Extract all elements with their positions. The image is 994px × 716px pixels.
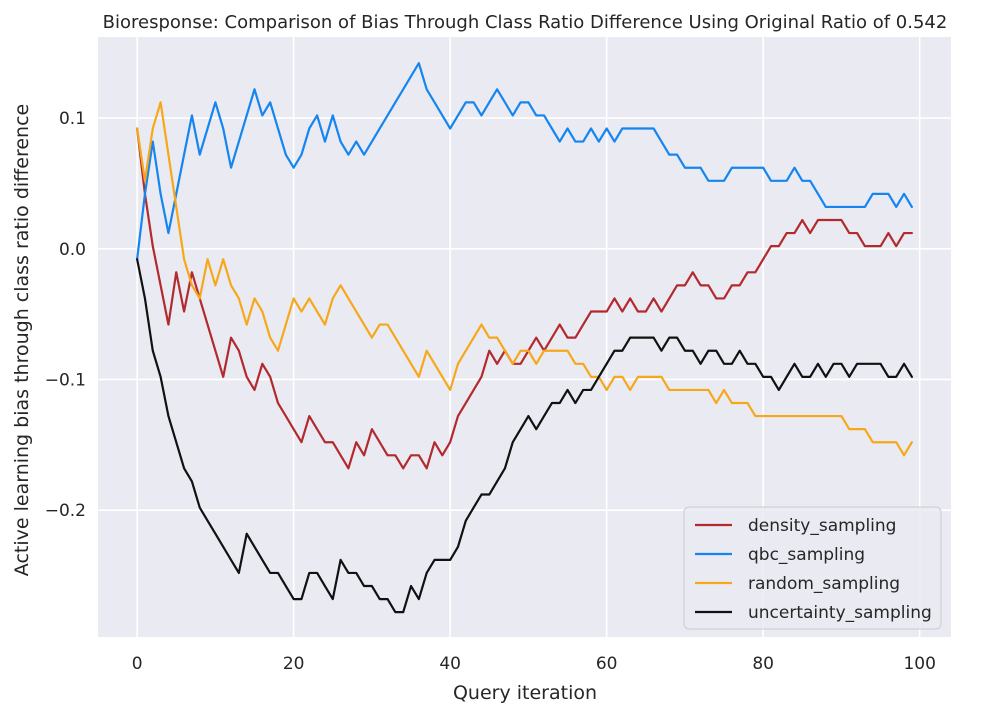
x-axis-title: Query iteration [453, 682, 597, 704]
y-tick-label: 0.1 [59, 109, 86, 129]
series-line-density-sampling [136, 127, 913, 470]
legend-label: random_sampling [748, 574, 900, 594]
x-tick-labels: 0 20 40 60 80 100 [132, 654, 936, 674]
y-tick-label: −0.2 [45, 501, 86, 521]
x-tick-label: 20 [283, 654, 305, 674]
legend-label: density_sampling [748, 516, 896, 536]
y-tick-labels: −0.2 −0.1 0.0 0.1 [45, 109, 86, 521]
x-tick-label: 0 [132, 654, 143, 674]
chart-title: Bioresponse: Comparison of Bias Through … [103, 12, 948, 33]
legend-box [683, 506, 942, 630]
series-layer [136, 62, 913, 614]
y-tick-label: 0.0 [59, 240, 86, 260]
x-tick-label: 100 [903, 654, 935, 674]
x-tick-label: 80 [752, 654, 774, 674]
series-line-random-sampling [136, 101, 913, 457]
legend-label: uncertainty_sampling [748, 603, 932, 623]
legend: density_sampling qbc_sampling random_sampl… [683, 506, 942, 630]
x-tick-label: 60 [596, 654, 618, 674]
y-axis-title: Active learning bias through class ratio… [11, 104, 33, 576]
y-tick-label: −0.1 [45, 370, 86, 390]
series-line-uncertainty-sampling [136, 258, 913, 614]
legend-label: qbc_sampling [748, 545, 865, 565]
series-line-qbc-sampling [136, 62, 913, 261]
x-tick-label: 40 [439, 654, 461, 674]
